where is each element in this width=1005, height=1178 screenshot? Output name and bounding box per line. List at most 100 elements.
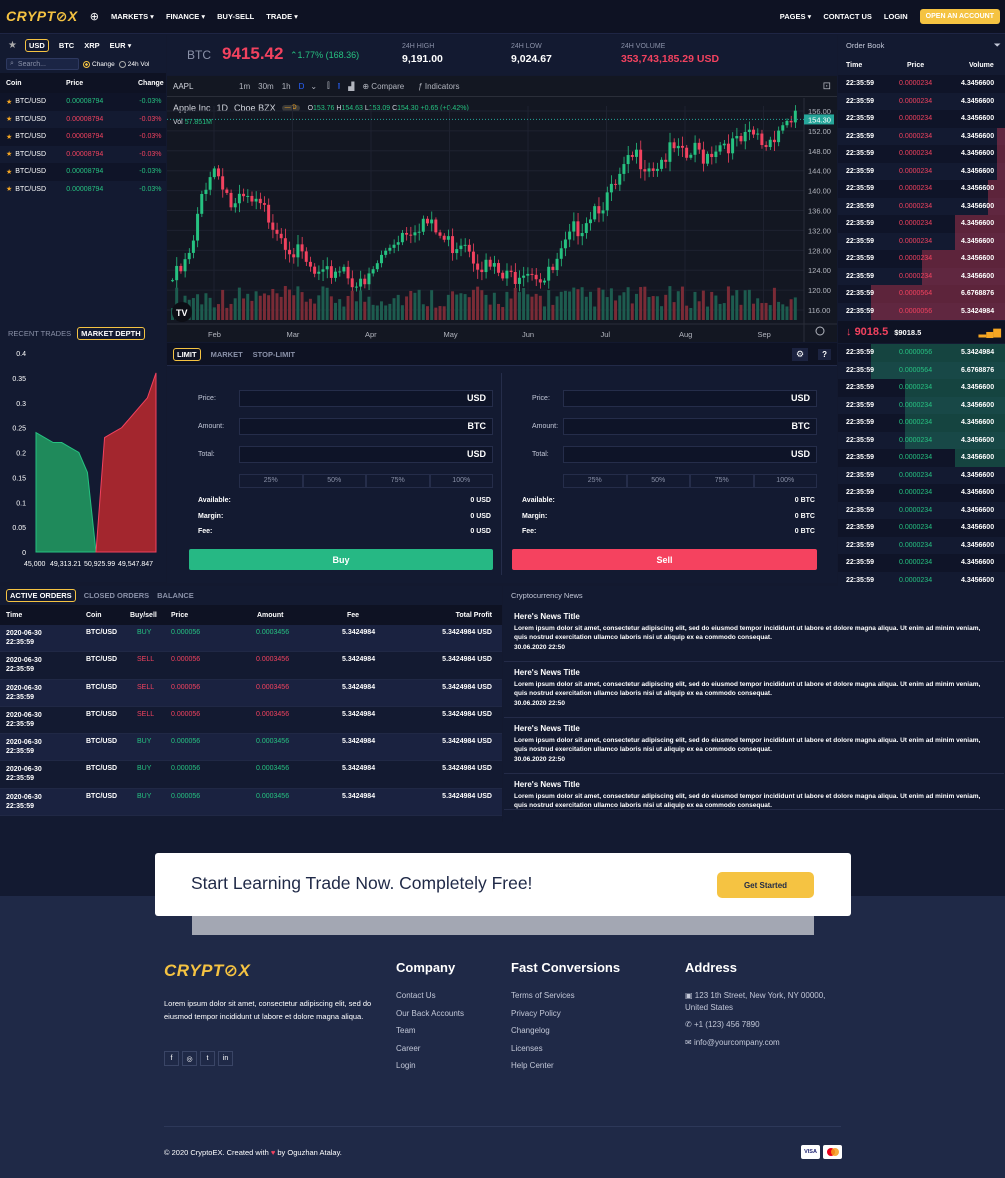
globe-icon[interactable]: ⊕ — [89, 11, 99, 23]
area-style-icon[interactable]: ▟ — [348, 81, 355, 91]
star-icon[interactable]: ★ — [8, 39, 17, 51]
market-tab-eur[interactable]: EUR ▾ — [109, 40, 132, 50]
footer-conversion-link[interactable]: Help Center — [511, 1061, 554, 1071]
buy-pct-0[interactable]: 25% — [239, 474, 303, 488]
candle-style-icon[interactable]: ⫾ — [337, 81, 341, 90]
footer-company-link[interactable]: Our Back Accounts — [396, 1008, 465, 1018]
tab-active-orders[interactable]: ACTIVE ORDERS — [6, 589, 76, 602]
facebook-icon[interactable]: f — [164, 1051, 179, 1066]
sell-pct-3[interactable]: 100% — [753, 474, 817, 488]
orderbook-bid-row[interactable]: 22:35:59 0.0000234 4.3456600 — [838, 571, 1005, 589]
orderbook-bid-row[interactable]: 22:35:59 0.0000234 4.3456600 — [838, 431, 1005, 449]
sell-pct-1[interactable]: 50% — [626, 474, 690, 488]
nav-finance[interactable]: FINANCE ▾ — [165, 12, 206, 21]
market-row[interactable]: ★ BTC/USD 0.00008794 -0.03% — [0, 180, 166, 198]
sell-price-input[interactable]: USD — [563, 390, 817, 407]
col-coin[interactable]: Coin — [6, 79, 22, 87]
interval-dropdown-icon[interactable]: ⌄ — [310, 81, 318, 91]
order-row[interactable]: 2020-06-30 22:35:59 BTC/USD BUY 0.000056 0.00… — [0, 734, 502, 762]
news-item[interactable]: Here's News Title Lorem ipsum dolor sit a… — [504, 774, 1004, 810]
interval-1h[interactable]: 1h — [281, 81, 291, 91]
orderbook-bid-row[interactable]: 22:35:59 0.0000234 4.3456600 — [838, 379, 1005, 397]
filter-icon[interactable]: ⏷ — [993, 39, 1001, 50]
orderbook-bid-row[interactable]: 22:35:59 0.0000234 4.3456600 — [838, 484, 1005, 502]
col-price[interactable]: Price — [66, 79, 84, 87]
orderbook-bid-row[interactable]: 22:35:59 0.0000564 6.6768876 — [838, 361, 1005, 379]
orderbook-ask-row[interactable]: 22:35:59 0.0000234 4.3456600 — [838, 197, 1005, 215]
orderbook-ask-row[interactable]: 22:35:59 0.0000234 4.3456600 — [838, 92, 1005, 110]
footer-company-link[interactable]: Career — [396, 1043, 421, 1053]
orderbook-ask-row[interactable]: 22:35:59 0.0000234 4.3456600 — [838, 180, 1005, 198]
sell-amount-input[interactable]: BTC — [563, 418, 817, 435]
market-tab-xrp[interactable]: XRP — [84, 40, 100, 50]
footer-logo[interactable]: CRYPT⊘X — [164, 961, 251, 980]
instagram-icon[interactable]: ◎ — [182, 1051, 197, 1066]
interval-30m[interactable]: 30m — [258, 81, 274, 91]
twitter-icon[interactable]: t — [200, 1051, 215, 1066]
orderbook-bid-row[interactable]: 22:35:59 0.0000234 4.3456600 — [838, 536, 1005, 554]
col-change[interactable]: Change — [138, 79, 164, 87]
tab-stop-limit[interactable]: STOP-LIMIT — [252, 349, 296, 359]
interval-d[interactable]: D — [298, 81, 305, 91]
favorite-star-icon[interactable]: ★ — [6, 133, 13, 141]
bar-style-icon[interactable]: ⫿ — [327, 81, 330, 90]
camera-icon[interactable]: ⊡ — [822, 80, 831, 92]
buy-pct-3[interactable]: 100% — [429, 474, 493, 488]
email-line[interactable]: ✉ info@yourcompany.com — [685, 1038, 780, 1047]
orderbook-ask-row[interactable]: 22:35:59 0.0000234 4.3456600 — [838, 232, 1005, 250]
market-row[interactable]: ★ BTC/USD 0.00008794 -0.03% — [0, 163, 166, 181]
chart-symbol[interactable]: AAPL — [173, 81, 194, 91]
orderbook-bid-row[interactable]: 22:35:59 0.0000234 4.3456600 — [838, 466, 1005, 484]
orderbook-ask-row[interactable]: 22:35:59 0.0000234 4.3456600 — [838, 145, 1005, 163]
favorite-star-icon[interactable]: ★ — [6, 116, 13, 124]
order-row[interactable]: 2020-06-30 22:35:59 BTC/USD SELL 0.000056 0.0… — [0, 679, 502, 707]
orderbook-bid-row[interactable]: 22:35:59 0.0000056 5.3424984 — [838, 344, 1005, 362]
footer-conversion-link[interactable]: Privacy Policy — [511, 1008, 561, 1018]
orderbook-bid-row[interactable]: 22:35:59 0.0000234 4.3456600 — [838, 554, 1005, 572]
orderbook-ask-row[interactable]: 22:35:59 0.0000234 4.3456600 — [838, 215, 1005, 233]
orderbook-bid-row[interactable]: 22:35:59 0.0000234 4.3456600 — [838, 414, 1005, 432]
sell-total-input[interactable]: USD — [563, 446, 817, 463]
tab-recent-trades[interactable]: RECENT TRADES — [8, 328, 72, 338]
help-icon[interactable]: ? — [818, 348, 831, 360]
get-started-button[interactable]: Get Started — [717, 872, 814, 898]
buy-amount-input[interactable]: BTC — [239, 418, 493, 435]
order-row[interactable]: 2020-06-30 22:35:59 BTC/USD BUY 0.000056 0.00… — [0, 788, 502, 817]
nav-login[interactable]: LOGIN — [883, 12, 908, 21]
orderbook-ask-row[interactable]: 22:35:59 0.0000056 5.3424984 — [838, 302, 1005, 320]
orderbook-ask-row[interactable]: 22:35:59 0.0000234 4.3456600 — [838, 250, 1005, 268]
sell-pct-0[interactable]: 25% — [563, 474, 627, 488]
buy-price-input[interactable]: USD — [239, 390, 493, 407]
buy-total-input[interactable]: USD — [239, 446, 493, 463]
buy-button[interactable]: Buy — [189, 549, 493, 570]
compare-button[interactable]: ⊕ Compare — [362, 81, 405, 91]
tab-limit[interactable]: LIMIT — [173, 347, 201, 361]
depth-chart[interactable]: 0.4 0.35 0.3 0.25 0.2 0.15 0.1 0.05 0 45,000 49,31… — [0, 344, 166, 582]
market-tab-btc[interactable]: BTC — [58, 40, 75, 50]
linkedin-icon[interactable]: in — [218, 1051, 233, 1066]
settings-icon[interactable]: ⚙ — [792, 347, 809, 361]
tab-closed-orders[interactable]: CLOSED ORDERS — [83, 591, 150, 600]
footer-conversion-link[interactable]: Terms of Services — [511, 991, 575, 1000]
open-account-button[interactable]: OPEN AN ACCOUNT — [919, 9, 1000, 24]
favorite-star-icon[interactable]: ★ — [6, 168, 13, 176]
tradingview-logo-icon[interactable] — [172, 302, 192, 322]
order-row[interactable]: 2020-06-30 22:35:59 BTC/USD SELL 0.000056 0.0… — [0, 652, 502, 680]
radio-change[interactable]: Change — [83, 60, 115, 68]
footer-company-link[interactable]: Login — [396, 1061, 416, 1071]
nav-trade[interactable]: TRADE ▾ — [266, 12, 298, 21]
order-row[interactable]: 2020-06-30 22:35:59 BTC/USD SELL 0.000056 0.0… — [0, 706, 502, 735]
orderbook-ask-row[interactable]: 22:35:59 0.0000234 4.3456600 — [838, 110, 1005, 128]
orderbook-ask-row[interactable]: 22:35:59 0.0000564 6.6768876 — [838, 285, 1005, 303]
market-tab-usd[interactable]: USD — [24, 38, 49, 52]
radio-24h-vol[interactable]: 24h Vol — [118, 60, 149, 68]
footer-company-link[interactable]: Contact Us — [396, 991, 436, 1000]
nav-pages[interactable]: PAGES ▾ — [779, 12, 812, 21]
nav-buysell[interactable]: BUY-SELL — [217, 12, 255, 21]
orderbook-ask-row[interactable]: 22:35:59 0.0000234 4.3456600 — [838, 127, 1005, 145]
footer-company-link[interactable]: Team — [396, 1026, 416, 1036]
footer-conversion-link[interactable]: Licenses — [511, 1043, 543, 1053]
tab-balance[interactable]: BALANCE — [157, 591, 194, 600]
market-row[interactable]: ★ BTC/USD 0.00008794 -0.03% — [0, 128, 166, 146]
tab-market-depth[interactable]: MARKET DEPTH — [77, 326, 145, 340]
